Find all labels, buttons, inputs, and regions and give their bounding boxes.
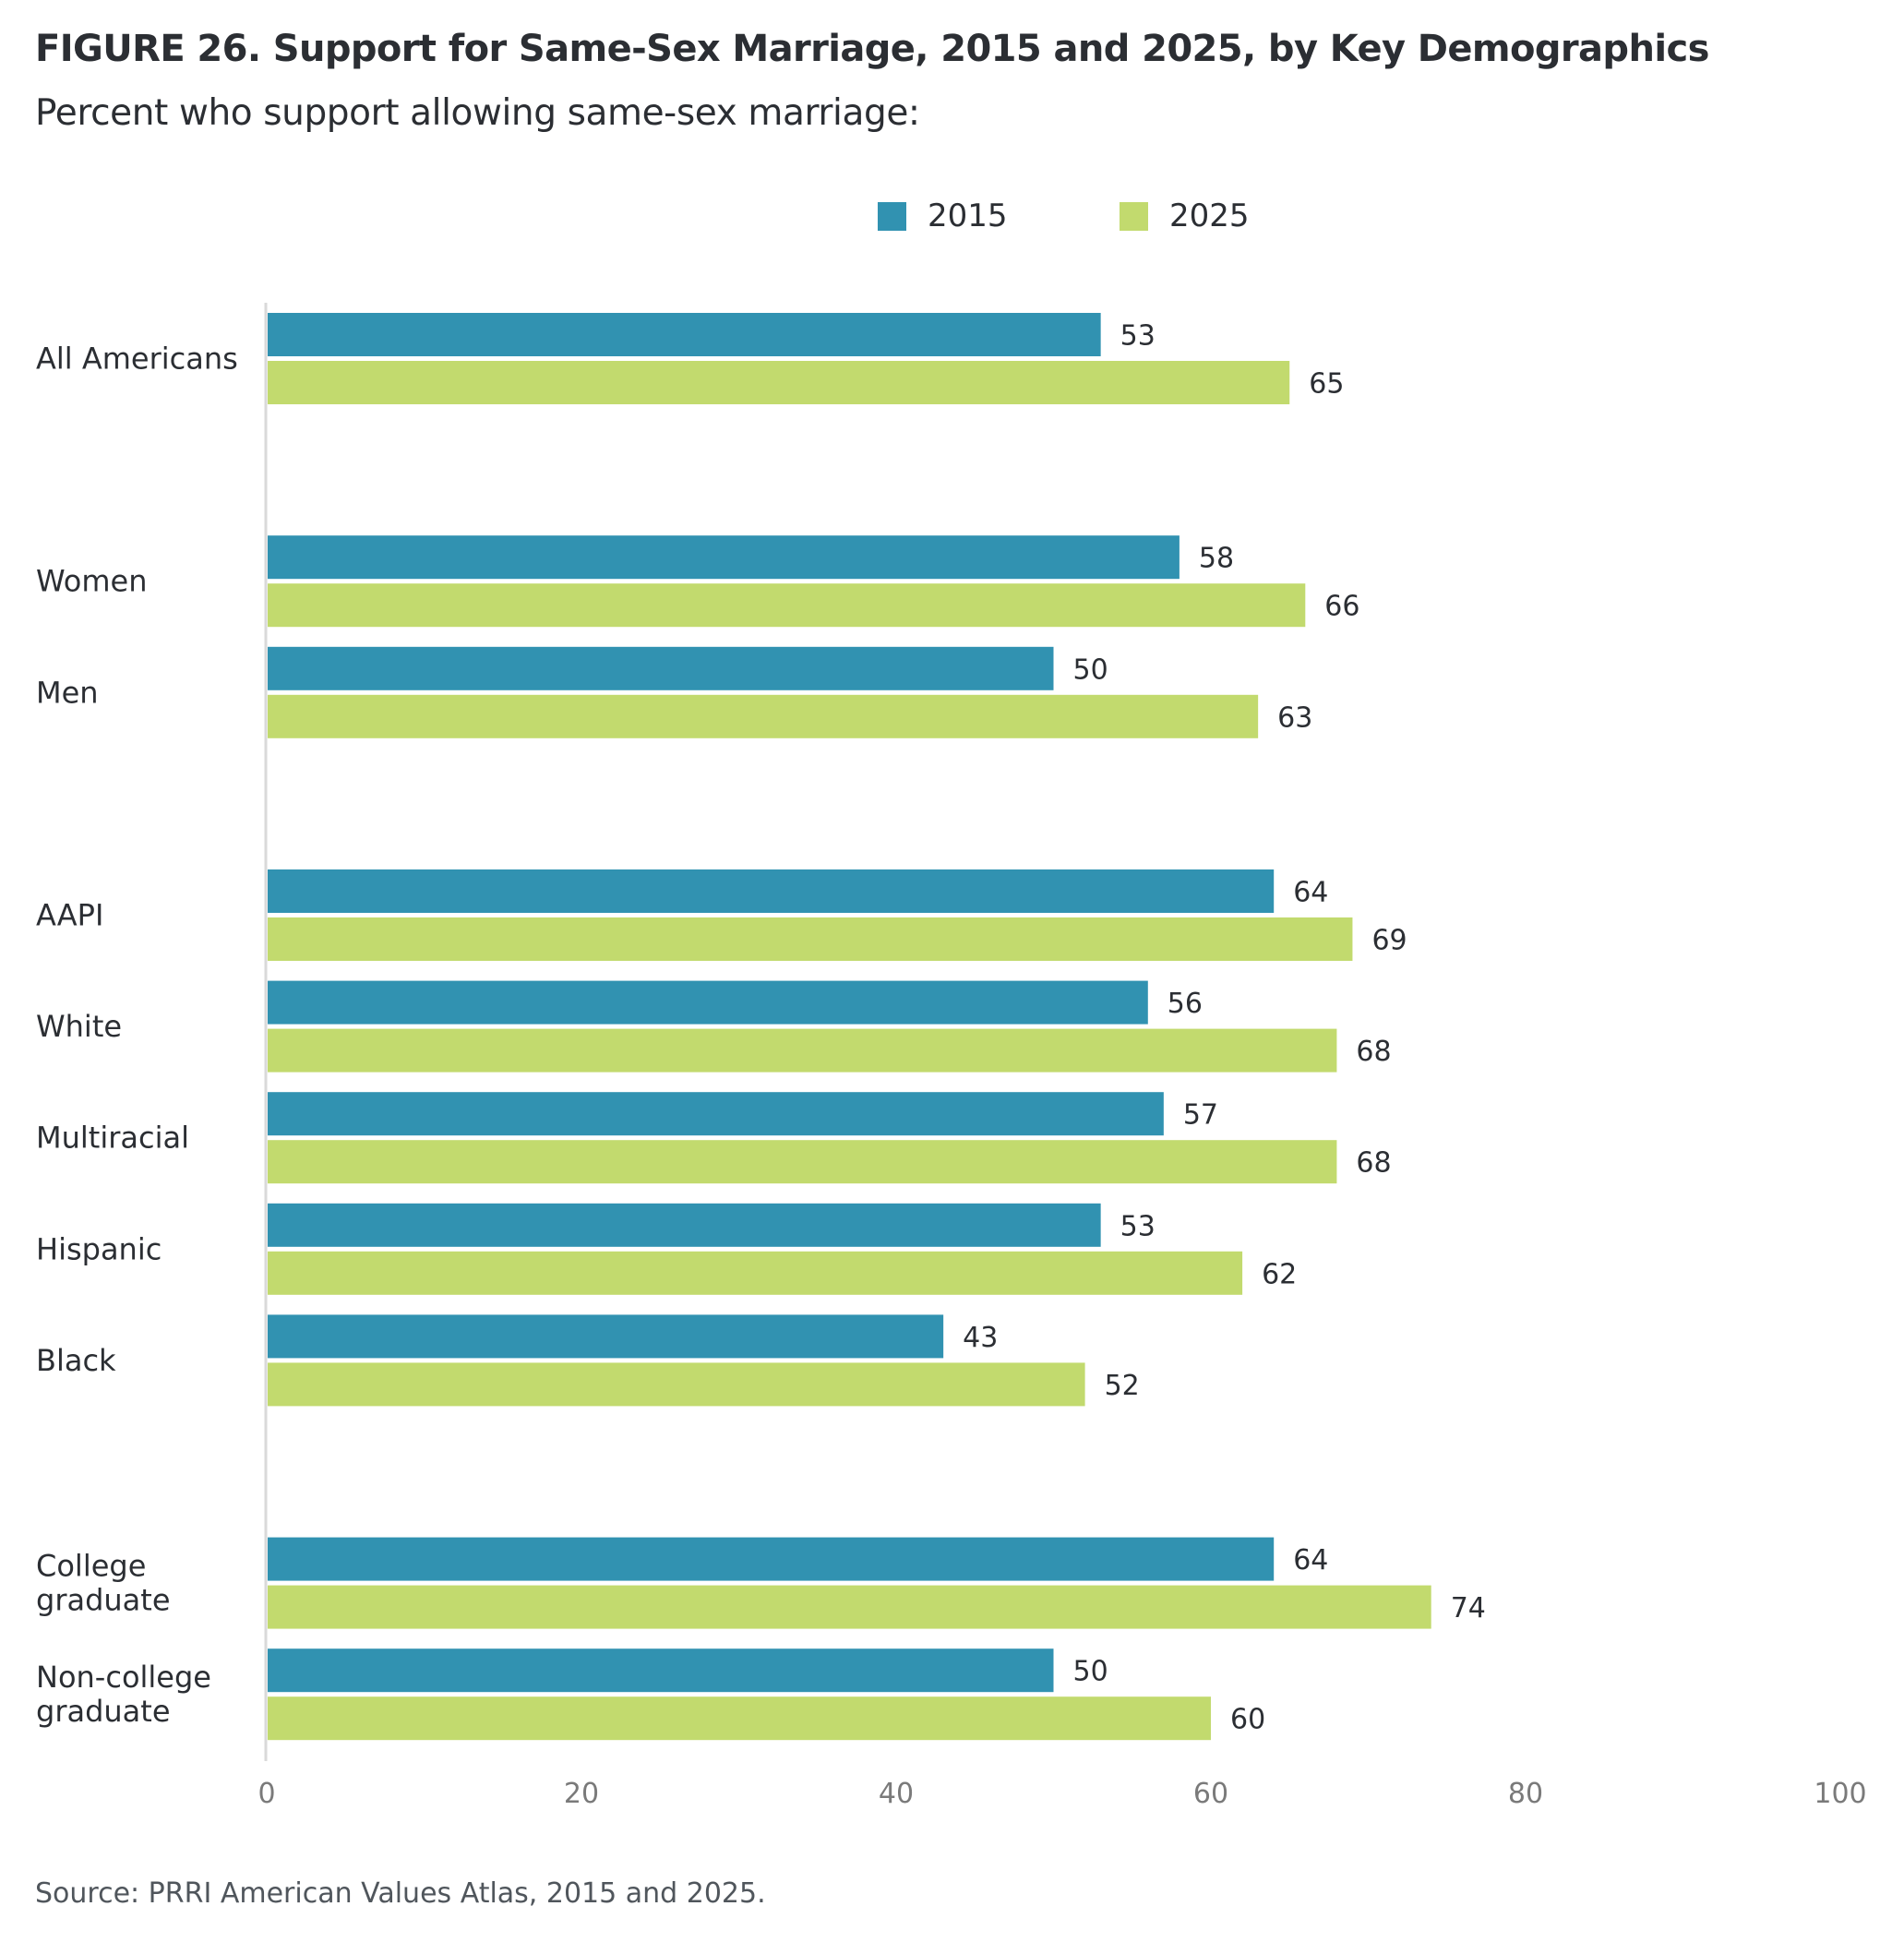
bar-2025 [268,1251,1243,1295]
legend-item-2025: 2025 [1120,196,1250,236]
category-label: All Americans [36,342,238,377]
bar-2015 [268,1314,944,1359]
value-label-2025: 68 [1356,1036,1391,1068]
value-label-2015: 57 [1183,1099,1218,1132]
bar-2025 [268,1362,1085,1407]
value-label-2025: 52 [1105,1370,1140,1402]
bar-2015 [268,869,1275,913]
value-label-2015: 64 [1293,877,1328,909]
x-tick-label: 0 [257,1778,275,1810]
x-tick-label: 80 [1508,1778,1543,1810]
value-label-2025: 69 [1371,925,1407,957]
bar-2015 [268,1203,1101,1247]
bar-2015 [268,646,1054,690]
bar-2015 [268,1092,1164,1136]
bar-2015 [268,1537,1275,1581]
legend-item-2015: 2015 [878,196,1008,236]
bar-2025 [268,694,1259,738]
value-label-2025: 62 [1262,1258,1297,1290]
source-note: Source: PRRI American Values Atlas, 2015… [35,1877,766,1910]
category-label: Hispanic [36,1231,162,1266]
bar-2025 [268,917,1353,961]
category-label: College graduate [36,1549,171,1618]
bar-2025 [268,1028,1337,1073]
value-label-2015: 50 [1073,1656,1108,1688]
bar-2015 [268,313,1101,356]
value-label-2025: 65 [1309,368,1344,401]
chart-title: FIGURE 26. Support for Same-Sex Marriage… [35,28,1709,70]
value-label-2015: 43 [963,1322,998,1354]
bar-2025 [268,1140,1337,1184]
value-label-2025: 66 [1324,591,1359,623]
category-label: Non-college graduate [36,1660,211,1729]
category-label: Men [36,675,99,710]
value-label-2025: 68 [1356,1147,1391,1180]
bar-2015 [268,1648,1054,1693]
category-label: Women [36,564,147,599]
x-tick-label: 40 [879,1778,914,1810]
x-tick-label: 100 [1814,1778,1866,1810]
value-label-2025: 74 [1451,1592,1486,1624]
bar-2025 [268,361,1290,404]
value-label-2015: 50 [1073,653,1108,686]
value-label-2015: 58 [1199,543,1234,575]
bar-2025 [268,583,1306,628]
value-label-2025: 60 [1230,1704,1265,1736]
value-label-2015: 53 [1120,1210,1156,1242]
chart-subtitle: Percent who support allowing same-sex ma… [35,92,920,134]
value-label-2015: 64 [1293,1544,1328,1576]
value-label-2015: 56 [1168,988,1203,1020]
x-tick-label: 20 [564,1778,599,1810]
bar-2025 [268,1585,1431,1629]
category-label: Multiracial [36,1121,189,1156]
legend-swatch-2015 [878,201,906,231]
bar-2015 [268,535,1180,580]
legend-label-2025: 2025 [1169,198,1250,234]
category-label: AAPI [36,898,103,933]
category-label: White [36,1009,122,1044]
legend-swatch-2025 [1120,201,1148,231]
value-label-2025: 63 [1277,701,1312,734]
x-tick-label: 60 [1193,1778,1228,1810]
bar-2025 [268,1696,1211,1741]
legend-label-2015: 2015 [928,198,1008,234]
bar-2015 [268,980,1148,1025]
category-label: Black [36,1343,116,1378]
value-label-2015: 53 [1120,320,1156,353]
